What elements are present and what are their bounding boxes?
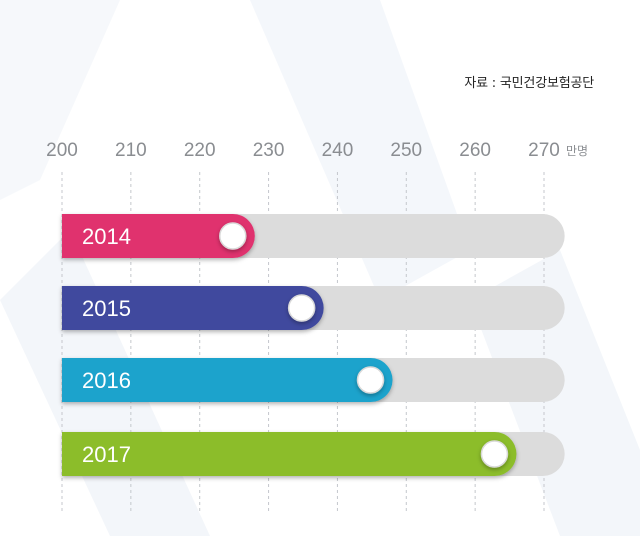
bar-row-2014: 2014 <box>62 214 565 258</box>
category-label: 2017 <box>82 442 131 467</box>
x-tick-label: 230 <box>253 140 285 161</box>
bar-end-knob <box>287 294 316 322</box>
bar-end-knob <box>219 222 247 250</box>
x-tick-label: 270 <box>528 140 560 161</box>
x-tick-label: 220 <box>184 140 216 161</box>
x-tick-label: 210 <box>115 140 147 161</box>
x-tick-label: 200 <box>46 140 78 161</box>
category-label: 2015 <box>82 296 131 321</box>
bar <box>62 358 393 402</box>
bar-row-2017: 2017 <box>62 432 565 476</box>
source-note: 자료 : 국민건강보험공단 <box>464 76 594 91</box>
bar <box>62 214 255 258</box>
bar-end-knob <box>480 440 509 468</box>
x-unit-label: 만명 <box>566 144 588 158</box>
bar-end-knob <box>356 366 385 394</box>
x-tick-label: 260 <box>459 140 491 161</box>
category-label: 2014 <box>82 224 131 249</box>
bar <box>62 286 324 330</box>
bar-row-2015: 2015 <box>62 286 565 330</box>
bar <box>62 432 517 476</box>
x-tick-label: 250 <box>390 140 422 161</box>
bar-row-2016: 2016 <box>62 358 565 402</box>
x-tick-label: 240 <box>322 140 354 161</box>
category-label: 2016 <box>82 368 131 393</box>
